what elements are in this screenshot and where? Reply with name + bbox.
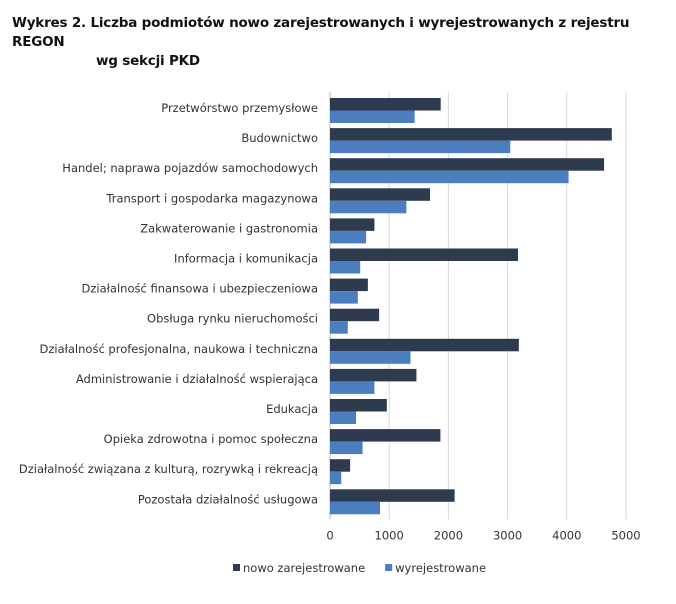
bar-registered: [330, 188, 431, 201]
bar-registered: [330, 368, 417, 382]
category-label: Edukacja: [266, 402, 318, 416]
category-label: Handel; naprawa pojazdów samochodowych: [62, 161, 318, 175]
category-label: Działalność finansowa i ubezpieczeniowa: [82, 282, 318, 296]
category-label: Informacja i komunikacja: [174, 252, 318, 266]
bar-deregistered: [330, 140, 511, 154]
bar-deregistered: [330, 441, 363, 455]
bar-registered: [330, 278, 368, 292]
legend-swatch: [233, 564, 240, 571]
title-line-1: Wykres 2. Liczba podmiotów nowo zarejest…: [12, 15, 630, 50]
legend-label: wyrejestrowane: [395, 561, 486, 575]
category-label: Budownictwo: [241, 131, 318, 145]
bar-registered: [330, 158, 605, 171]
bar-registered: [330, 338, 519, 352]
x-tick-label: 2000: [434, 528, 463, 542]
bar-deregistered: [330, 230, 367, 244]
bar-registered: [330, 248, 518, 261]
bar-registered: [330, 489, 455, 502]
bar-registered: [330, 429, 441, 442]
bar-registered: [330, 98, 441, 111]
bar-deregistered: [330, 261, 361, 274]
category-label: Obsługa rynku nieruchomości: [147, 312, 318, 326]
bar-deregistered: [330, 321, 348, 334]
category-label: Przetwórstwo przemysłowe: [161, 101, 318, 115]
bar-deregistered: [330, 381, 375, 394]
x-tick-label: 1000: [375, 528, 404, 542]
bar-registered: [330, 218, 375, 231]
category-label: Działalność profesjonalna, naukowa i tec…: [39, 342, 318, 356]
bar-registered: [330, 459, 351, 472]
category-label: Zakwaterowanie i gastronomia: [140, 221, 318, 235]
bar-deregistered: [330, 170, 569, 184]
category-label: Opieka zdrowotna i pomoc społeczna: [104, 432, 318, 446]
x-tick-label: 0: [326, 528, 333, 542]
legend-label: nowo zarejestrowane: [243, 561, 365, 575]
category-label: Transport i gospodarka magazynowa: [105, 191, 318, 205]
bar-deregistered: [330, 501, 381, 515]
x-tick-label: 4000: [552, 528, 581, 542]
category-label: Działalność związana z kulturą, rozrywką…: [19, 462, 318, 476]
x-tick-label: 5000: [611, 528, 640, 542]
bar-deregistered: [330, 110, 415, 123]
chart-title: Wykres 2. Liczba podmiotów nowo zarejest…: [12, 14, 676, 71]
title-line-2: wg sekcji PKD: [96, 53, 200, 69]
bar-registered: [330, 308, 380, 322]
category-label: Pozostała działalność usługowa: [138, 492, 318, 506]
bar-registered: [330, 128, 612, 141]
legend-swatch: [385, 564, 393, 571]
bar-deregistered: [330, 200, 407, 214]
bar-registered: [330, 399, 387, 412]
category-label: Administrowanie i działalność wspierając…: [76, 372, 318, 386]
bar-deregistered: [330, 351, 411, 364]
x-tick-label: 3000: [493, 528, 522, 542]
bar-deregistered: [330, 291, 358, 304]
bar-deregistered: [330, 411, 357, 424]
bar-deregistered: [330, 471, 342, 485]
